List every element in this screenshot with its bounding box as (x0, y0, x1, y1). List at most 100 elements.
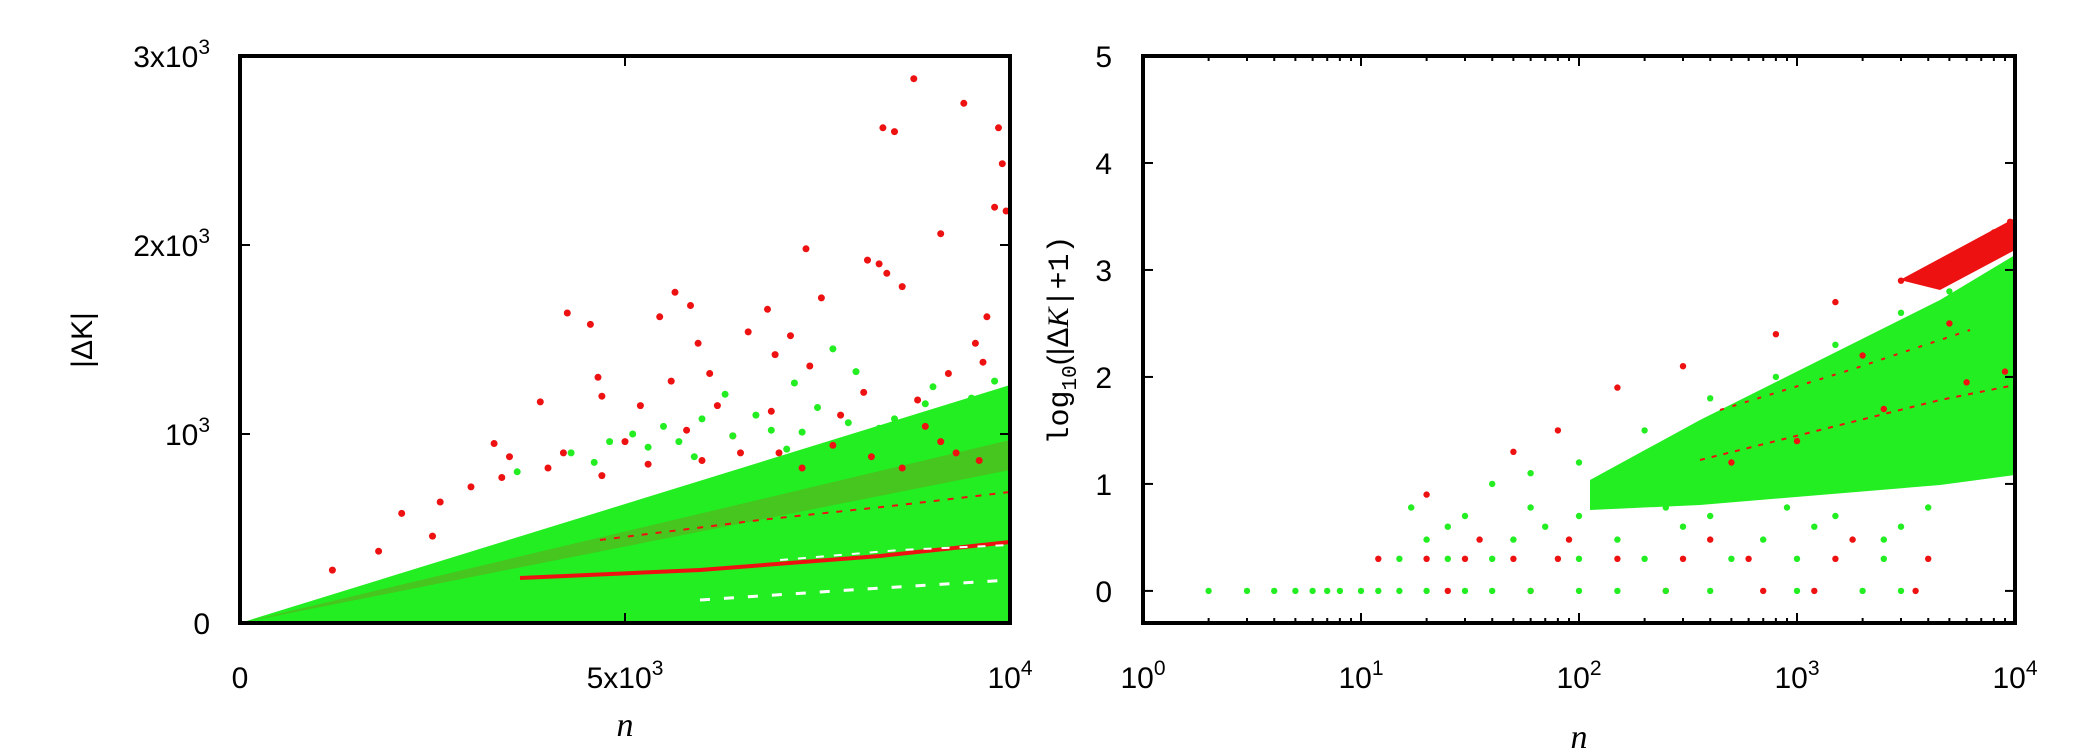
left-series-0-point (898, 283, 906, 291)
tick-base: 3x10 (133, 41, 198, 74)
right-series-0-point (2006, 218, 2014, 225)
right-series-1-point (1357, 587, 1365, 595)
right-series-1-point (1527, 470, 1534, 477)
right-series-0-point (1772, 331, 1780, 338)
left-series-1-point (906, 441, 914, 449)
left-series-0-point (983, 313, 991, 321)
left-series-0-point (944, 370, 952, 377)
left-series-0-point (563, 309, 571, 317)
right-dense-cloud (1590, 218, 2015, 510)
right-series-1-point (1292, 587, 1299, 595)
right-series-1-point (1811, 523, 1818, 530)
left-series-0-point (683, 426, 691, 434)
left-y-tick-label: 0 (193, 608, 210, 641)
left-series-1-point (790, 379, 798, 387)
left-series-0-point (559, 449, 567, 457)
right-series-1-point (1641, 555, 1648, 562)
left-series-0-point (328, 566, 336, 574)
left-series-0-point (429, 532, 436, 540)
right-series-0-point (1444, 587, 1452, 595)
left-series-1-point (675, 438, 683, 446)
left-series-0-point (436, 498, 444, 506)
left-series-0-point (860, 388, 868, 396)
left-series-1-point (929, 383, 937, 391)
left-series-1-point (567, 449, 575, 457)
right-series-0-point (1554, 427, 1562, 434)
left-series-0-point (656, 313, 664, 321)
right-series-1-point (1880, 555, 1888, 562)
right-series-0-point (1461, 555, 1469, 562)
left-series-0-point (952, 449, 960, 457)
right-series-0-point (1423, 555, 1430, 562)
left-series-0-point (971, 339, 979, 347)
left-y-axis-label-text: |ΔK| (66, 312, 99, 368)
right-series-1-point (1925, 416, 1932, 423)
right-series-0-point (1614, 384, 1621, 391)
left-series-0-point (706, 370, 714, 377)
right-series-1-point (1772, 373, 1780, 381)
right-series-0-point (1423, 491, 1430, 498)
tick-base: 10 (1338, 662, 1371, 695)
right-series-1-point (1396, 587, 1403, 595)
right-series-0-point (1832, 555, 1839, 562)
right-series-0-point (1912, 587, 1919, 595)
right-series-1-point (1336, 587, 1344, 595)
right-series-1-point (1679, 480, 1687, 488)
right-series-1-point (1575, 512, 1583, 520)
right-series-0-point (1707, 536, 1714, 543)
right-series-1-point (1897, 523, 1905, 530)
left-series-1-point (921, 400, 929, 408)
right-y-tick-label: 1 (1095, 469, 1112, 502)
right-series-1-point (1423, 536, 1430, 543)
right-series-1-point (1243, 587, 1251, 595)
right-series-0-point (1760, 587, 1767, 595)
right-series-1-point (1575, 587, 1583, 595)
right-y-tick-label: 4 (1095, 148, 1112, 181)
right-series-1-point (1444, 555, 1452, 562)
left-series-1-point (798, 428, 806, 436)
tick-exponent: 3 (198, 36, 210, 59)
right-series-0-point (1510, 448, 1517, 455)
left-series-0-point (914, 396, 922, 404)
left-series-1-point (606, 438, 614, 446)
y-label-log-base: 10 (1060, 365, 1083, 390)
left-series-0-point (467, 483, 475, 491)
left-series-0-point (960, 99, 968, 107)
right-series-0-point (1679, 555, 1687, 562)
right-series-1-point (1859, 587, 1866, 595)
right-series-1-point (1707, 587, 1714, 595)
right-x-tick-label: 100 (1120, 657, 1165, 695)
right-series-1-point (1728, 555, 1735, 562)
tick-exponent: 0 (1154, 657, 1166, 680)
left-series-1-point (721, 390, 729, 398)
left-x-axis-label: n (617, 707, 634, 744)
tick-exponent: 3 (198, 414, 210, 437)
left-series-0-point (544, 464, 552, 472)
left-series-0-point (979, 358, 987, 366)
left-series-0-point (991, 203, 999, 211)
left-series-0-point (798, 464, 806, 472)
left-series-1-point (829, 345, 837, 353)
y-label-close: |+1) (1044, 235, 1078, 307)
left-series-0-point (975, 457, 983, 464)
y-label-abs-open: (|Δ (1042, 327, 1075, 365)
right-series-0-point (1859, 352, 1866, 359)
tick-base: 10 (1992, 662, 2025, 695)
left-series-0-point (910, 75, 918, 83)
tick-exponent: 3 (1808, 657, 1820, 680)
left-series-0-point (694, 339, 702, 347)
right-x-tick-label: 103 (1774, 657, 1819, 695)
left-series-1-point (729, 432, 737, 440)
right-series-1-point (1990, 427, 1998, 434)
right-series-1-point (1793, 555, 1801, 562)
tick-exponent: 4 (1021, 657, 1033, 680)
right-series-1-point (2006, 459, 2014, 466)
right-series-1-point (1614, 587, 1621, 595)
left-series-1-point (891, 415, 898, 423)
left-dense-cloud (240, 385, 1010, 623)
right-series-1-point (1575, 555, 1583, 562)
right-series-0-point (1880, 405, 1888, 413)
right-series-0-point (1510, 555, 1517, 562)
